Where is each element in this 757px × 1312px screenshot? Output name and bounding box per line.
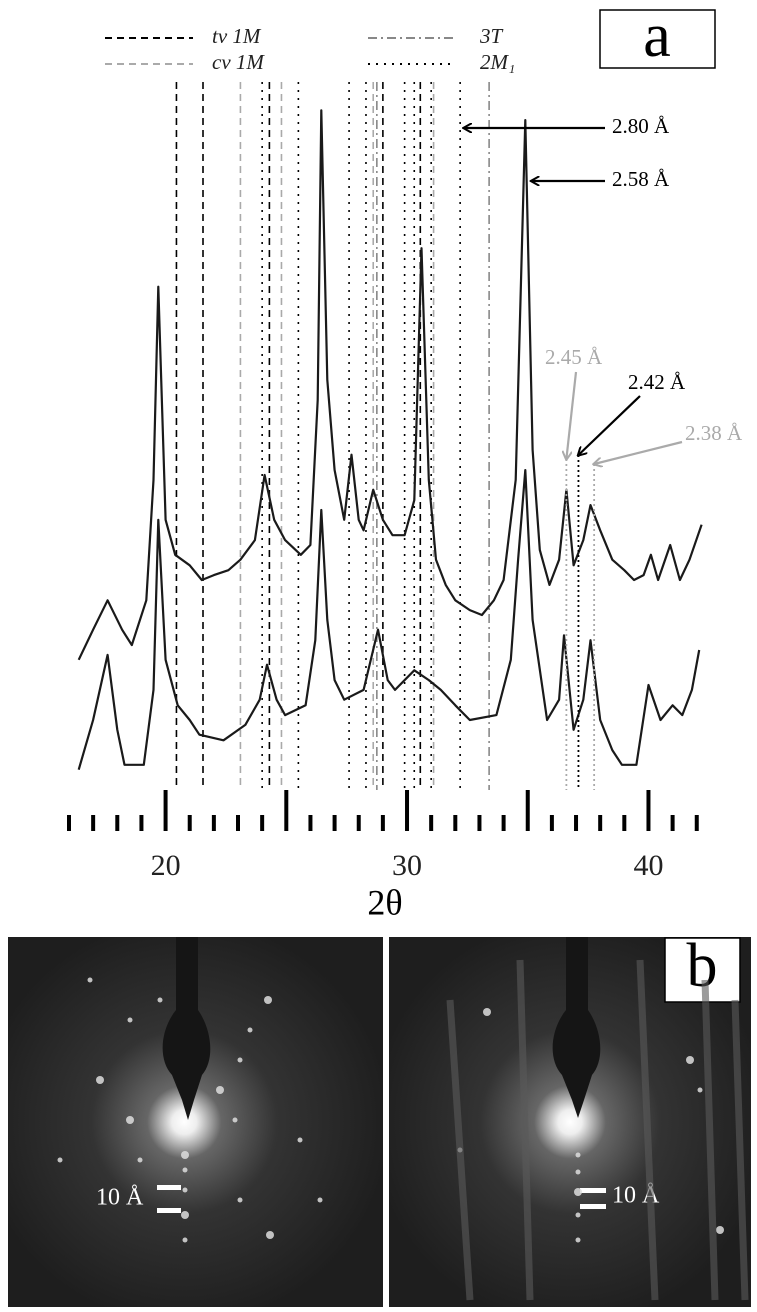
- xrd-trace: [77, 109, 703, 661]
- diffraction-streak: [701, 979, 719, 1301]
- beam-stop: [162, 937, 211, 1120]
- diffraction-spot: [96, 1076, 104, 1084]
- annotation-label: 2.42 Å: [628, 370, 686, 394]
- x-axis-label: 2θ: [367, 882, 402, 922]
- diffraction-spot: [247, 1027, 253, 1033]
- panel-label-box: [599, 9, 716, 69]
- diffraction-spot: [182, 1187, 188, 1193]
- diffraction-spot: [127, 1017, 133, 1023]
- panel-label: a: [643, 2, 671, 70]
- scale-bar: [580, 1204, 606, 1209]
- diffraction-spot: [137, 1157, 143, 1163]
- diffraction-spot: [216, 1086, 224, 1094]
- diffraction-spot: [182, 1167, 188, 1173]
- diffraction-spot: [317, 1197, 323, 1203]
- x-tick-label: 20: [151, 849, 181, 882]
- x-tick-label: 40: [633, 849, 663, 882]
- diffraction-spot: [182, 1237, 188, 1243]
- diffraction-spot: [483, 1008, 491, 1016]
- xrd-trace: [77, 469, 701, 771]
- annotation-label: 2.45 Å: [545, 345, 603, 369]
- diffraction-spot: [575, 1152, 581, 1158]
- diffraction-spot: [716, 1226, 724, 1234]
- legend-label: cv 1M: [212, 50, 265, 74]
- annotation-label: 2.38 Å: [685, 421, 743, 445]
- diffraction-spot: [266, 1231, 274, 1239]
- diffraction-spot: [87, 977, 93, 983]
- diffraction-streak: [446, 999, 474, 1301]
- diffraction-spot: [297, 1137, 303, 1143]
- annotation-arrow: [578, 395, 641, 455]
- legend-label: tv 1M: [212, 24, 262, 48]
- x-tick-label: 30: [392, 849, 422, 882]
- diffraction-spot: [575, 1169, 581, 1175]
- diffraction-spot: [237, 1197, 243, 1203]
- diffraction-spot: [181, 1151, 189, 1159]
- diffraction-spot: [126, 1116, 134, 1124]
- annotation-label: 2.80 Å: [612, 114, 670, 138]
- diffraction-spot: [264, 996, 272, 1004]
- diffraction-images: 10 Å 10 Å b: [8, 932, 751, 1307]
- diffraction-spot: [181, 1211, 189, 1219]
- diffraction-spot: [575, 1237, 581, 1243]
- diffraction-spot: [237, 1057, 243, 1063]
- diffraction-spot: [232, 1117, 238, 1123]
- diffraction-spot: [574, 1188, 582, 1196]
- diffraction-spot: [686, 1056, 694, 1064]
- scale-bar: [580, 1188, 606, 1193]
- legend-label: 2M₁: [480, 50, 515, 74]
- diffraction-spot: [575, 1212, 581, 1218]
- diffraction-streak: [731, 999, 749, 1301]
- scale-bar: [157, 1208, 181, 1213]
- diffraction-spot: [157, 997, 163, 1003]
- annotation-arrow: [594, 440, 683, 464]
- diffraction-spot: [697, 1087, 703, 1093]
- beam-stop: [552, 937, 601, 1118]
- diffraction-streak: [636, 959, 659, 1301]
- annotation-label: 2.58 Å: [612, 167, 670, 191]
- annotation-arrow: [566, 371, 578, 459]
- scale-label: 10 Å: [96, 1185, 144, 1211]
- scale-bar: [157, 1185, 181, 1190]
- diffraction-spot: [57, 1157, 63, 1163]
- diffraction-streak: [516, 959, 534, 1301]
- legend-label: 3T: [479, 24, 504, 48]
